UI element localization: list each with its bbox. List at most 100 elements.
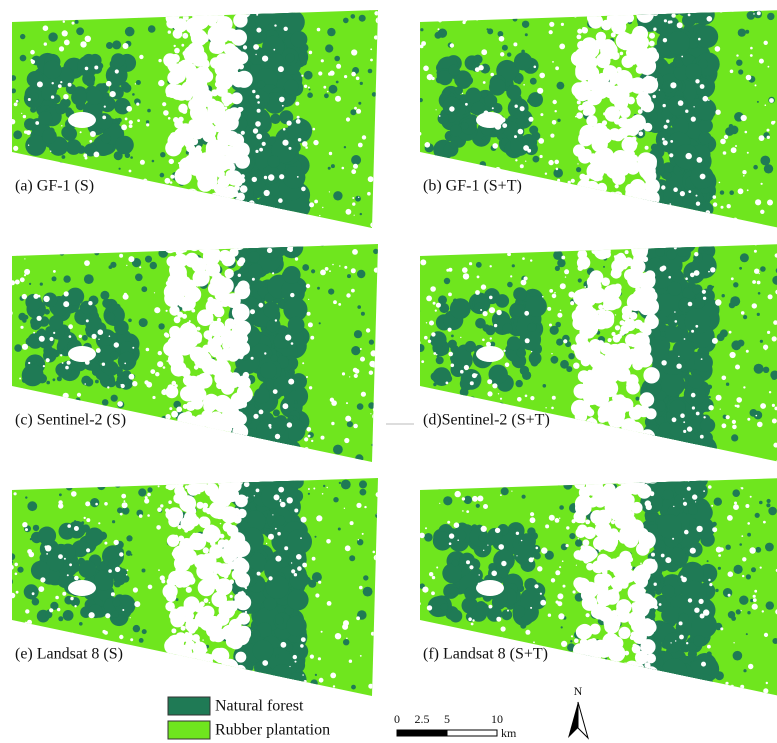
- forest-patch: [359, 480, 367, 488]
- other-patch: [187, 461, 192, 466]
- other-patch: [196, 680, 212, 696]
- forest-patch: [275, 515, 286, 526]
- other-patch: [349, 467, 355, 473]
- forest-patch: [276, 217, 296, 237]
- other-patch: [561, 256, 565, 260]
- other-patch: [640, 233, 651, 244]
- other-patch: [68, 580, 96, 596]
- other-patch: [629, 46, 642, 59]
- other-patch: [603, 214, 616, 227]
- other-patch: [163, 483, 165, 485]
- other-patch: [565, 276, 566, 277]
- forest-patch: [684, 438, 697, 451]
- other-patch: [695, 325, 698, 328]
- forest-patch: [410, 5, 418, 13]
- other-patch: [708, 405, 713, 410]
- other-patch: [233, 226, 251, 244]
- other-patch: [240, 185, 248, 193]
- other-patch: [462, 219, 465, 222]
- other-patch: [0, 49, 4, 54]
- other-patch: [504, 202, 507, 205]
- other-patch: [190, 104, 208, 122]
- other-patch: [691, 117, 696, 122]
- forest-patch: [71, 669, 78, 676]
- other-patch: [308, 322, 313, 327]
- other-patch: [169, 407, 172, 410]
- other-patch: [165, 510, 175, 520]
- forest-patch: [136, 80, 141, 85]
- other-patch: [272, 514, 273, 515]
- other-patch: [536, 5, 539, 8]
- other-patch: [43, 25, 49, 31]
- other-patch: [592, 136, 608, 152]
- forest-patch: [294, 238, 303, 247]
- other-patch: [680, 191, 685, 196]
- other-patch: [601, 202, 607, 208]
- other-patch: [146, 348, 150, 352]
- forest-patch: [268, 448, 279, 459]
- forest-patch: [303, 449, 308, 454]
- other-patch: [374, 173, 378, 177]
- other-patch: [157, 361, 163, 367]
- other-patch: [719, 8, 723, 12]
- other-patch: [483, 81, 486, 84]
- other-patch: [741, 8, 743, 10]
- other-patch: [633, 443, 648, 458]
- forest-patch: [488, 12, 492, 16]
- other-patch: [255, 150, 258, 153]
- other-patch: [622, 306, 632, 316]
- other-patch: [631, 60, 636, 65]
- other-patch: [194, 82, 209, 97]
- forest-patch: [696, 233, 710, 247]
- forest-patch: [279, 0, 295, 15]
- forest-patch: [767, 13, 774, 20]
- other-patch: [743, 175, 745, 177]
- other-patch: [325, 267, 329, 271]
- other-patch: [141, 474, 145, 478]
- other-patch: [72, 22, 75, 25]
- other-patch: [191, 691, 197, 697]
- other-patch: [181, 44, 184, 47]
- map: [0, 0, 382, 239]
- other-patch: [181, 200, 188, 207]
- other-patch: [214, 550, 221, 557]
- other-patch: [129, 120, 133, 124]
- other-patch: [636, 451, 654, 469]
- other-patch: [73, 237, 78, 242]
- other-patch: [69, 335, 72, 338]
- forest-patch: [653, 455, 668, 470]
- other-patch: [13, 146, 18, 151]
- other-patch: [147, 493, 151, 497]
- other-patch: [222, 447, 228, 453]
- other-patch: [187, 212, 195, 220]
- forest-patch: [366, 466, 373, 473]
- forest-patch: [648, 459, 670, 481]
- forest-patch: [112, 611, 119, 618]
- other-patch: [242, 476, 248, 482]
- other-patch: [673, 187, 678, 192]
- other-patch: [143, 179, 147, 183]
- other-patch: [38, 295, 41, 298]
- other-patch: [127, 197, 133, 203]
- forest-patch: [152, 160, 155, 163]
- other-patch: [176, 499, 181, 504]
- forest-patch: [660, 446, 685, 471]
- other-patch: [352, 197, 354, 199]
- other-patch: [724, 6, 729, 11]
- other-patch: [200, 601, 205, 606]
- forest-patch: [450, 298, 471, 319]
- forest-patch: [513, 287, 527, 301]
- forest-patch: [745, 30, 749, 34]
- other-patch: [577, 35, 582, 40]
- other-patch: [179, 196, 184, 201]
- other-patch: [376, 90, 381, 95]
- other-patch: [219, 84, 223, 88]
- other-patch: [177, 651, 194, 668]
- other-patch: [197, 685, 205, 693]
- forest-patch: [671, 453, 689, 471]
- other-patch: [278, 198, 283, 203]
- forest-patch: [699, 119, 713, 133]
- other-patch: [768, 66, 770, 68]
- other-patch: [158, 351, 162, 355]
- other-patch: [199, 516, 209, 526]
